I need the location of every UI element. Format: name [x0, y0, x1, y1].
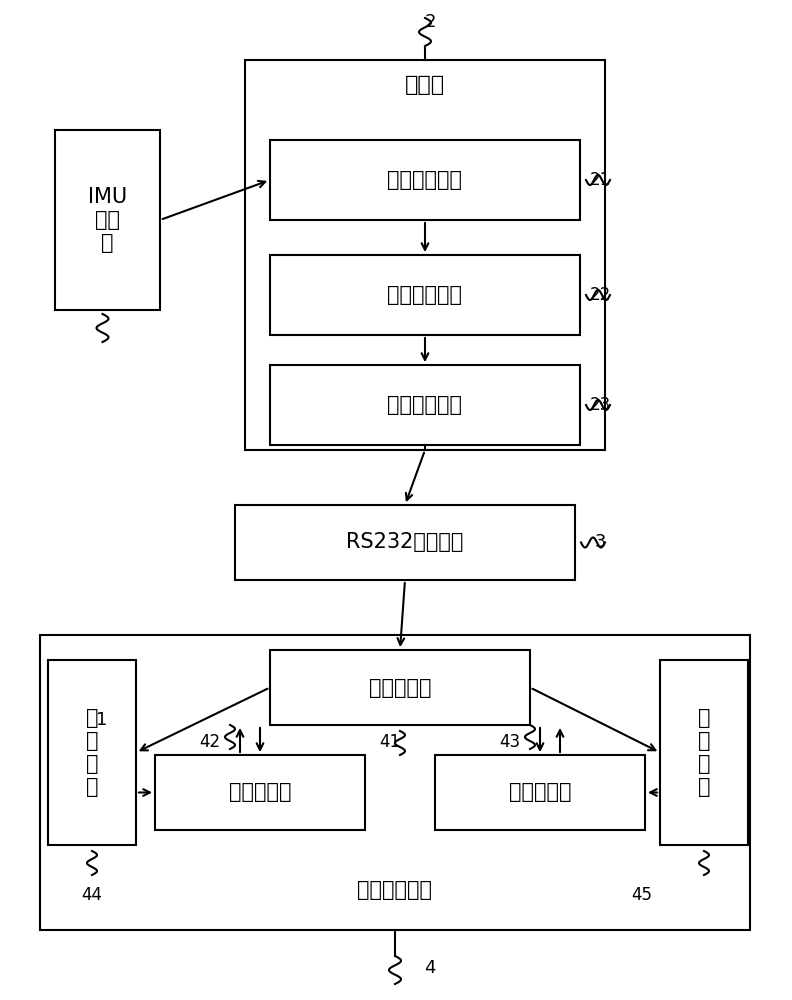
Text: 41: 41 [379, 733, 401, 751]
Text: 底盘控制器: 底盘控制器 [369, 678, 432, 698]
Bar [270, 255, 580, 335]
Bar [40, 635, 750, 930]
Text: 22: 22 [589, 286, 611, 304]
Text: 3: 3 [594, 533, 606, 551]
Text: 23: 23 [589, 396, 611, 414]
Text: 数据处理系统: 数据处理系统 [387, 285, 463, 305]
Bar [55, 130, 160, 310]
Bar [660, 660, 748, 845]
Text: RS232通讯模块: RS232通讯模块 [346, 532, 463, 552]
Text: 左
轮
电
机: 左 轮 电 机 [86, 708, 98, 797]
Bar [48, 660, 136, 845]
Bar [270, 650, 530, 725]
Text: 导航决策单元: 导航决策单元 [387, 395, 463, 415]
Text: 42: 42 [200, 733, 220, 751]
Bar [245, 60, 605, 450]
Text: 2: 2 [425, 13, 436, 31]
Text: 43: 43 [500, 733, 520, 751]
Text: 右
轮
电
机: 右 轮 电 机 [698, 708, 710, 797]
Text: 45: 45 [631, 886, 653, 904]
Text: 第二编码器: 第二编码器 [508, 782, 571, 802]
Bar [270, 140, 580, 220]
Text: 4: 4 [425, 959, 436, 977]
Bar [235, 505, 575, 580]
Bar [270, 365, 580, 445]
Text: 1: 1 [97, 711, 108, 729]
Text: 21: 21 [589, 171, 611, 189]
Text: 上位机: 上位机 [405, 75, 445, 95]
Bar [155, 755, 365, 830]
Text: 44: 44 [82, 886, 102, 904]
Text: 数据采集端口: 数据采集端口 [387, 170, 463, 190]
Text: IMU
传感
器: IMU 传感 器 [88, 187, 128, 253]
Text: 第一编码器: 第一编码器 [229, 782, 291, 802]
Bar [435, 755, 645, 830]
Text: 电子差速底盘: 电子差速底盘 [357, 880, 432, 900]
